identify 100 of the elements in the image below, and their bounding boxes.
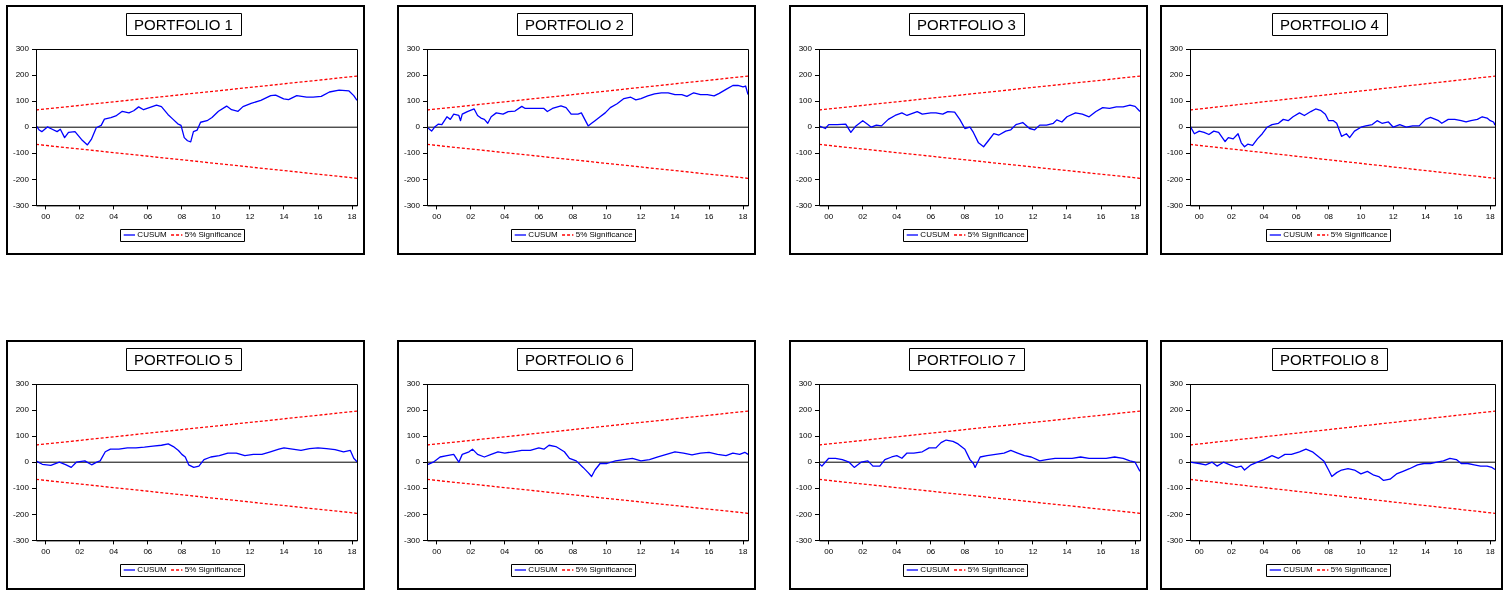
x-tick-label: 04 bbox=[109, 547, 119, 557]
y-tick-label: 200 bbox=[15, 405, 30, 415]
x-tick-label: 12 bbox=[636, 212, 646, 222]
x-tick-label: 10 bbox=[602, 547, 612, 557]
x-tick-label: 16 bbox=[1453, 547, 1463, 557]
x-tick-label: 06 bbox=[534, 212, 544, 222]
y-tick-label: 200 bbox=[798, 405, 813, 415]
y-tick-label: -300 bbox=[13, 200, 30, 210]
x-tick-label: 10 bbox=[211, 547, 221, 557]
x-tick-label: 04 bbox=[1259, 212, 1269, 222]
x-tick-label: 00 bbox=[1194, 547, 1205, 557]
chart-title: PORTFOLIO 6 bbox=[525, 351, 624, 369]
x-tick-label: 06 bbox=[143, 547, 153, 557]
x-tick-label: 18 bbox=[347, 212, 358, 222]
y-tick-label: -100 bbox=[1167, 483, 1184, 493]
x-tick-label: 08 bbox=[177, 547, 187, 557]
y-tick-label: 300 bbox=[15, 44, 30, 54]
x-tick-label: 14 bbox=[279, 547, 289, 557]
x-tick-label: 10 bbox=[602, 212, 612, 222]
x-tick-label: 02 bbox=[1227, 212, 1237, 222]
y-tick-label: 100 bbox=[798, 96, 813, 106]
x-tick-label: 02 bbox=[858, 212, 868, 222]
x-tick-label: 18 bbox=[1485, 547, 1496, 557]
x-tick-label: 04 bbox=[892, 212, 902, 222]
y-tick-label: -300 bbox=[1167, 535, 1184, 545]
y-tick-label: 200 bbox=[15, 70, 30, 80]
x-tick-label: 00 bbox=[824, 547, 834, 557]
x-tick-label: 14 bbox=[1421, 212, 1431, 222]
y-tick-label: -300 bbox=[404, 200, 421, 210]
y-tick-label: -200 bbox=[1167, 509, 1184, 519]
legend-label: CUSUM bbox=[1283, 565, 1314, 575]
x-tick-label: 18 bbox=[1130, 547, 1141, 557]
x-tick-label: 12 bbox=[1388, 212, 1399, 222]
x-tick-label: 00 bbox=[41, 547, 51, 557]
chart-title: PORTFOLIO 8 bbox=[1280, 351, 1379, 369]
y-tick-label: 100 bbox=[1169, 431, 1184, 441]
y-tick-label: -100 bbox=[13, 483, 30, 493]
y-tick-label: -200 bbox=[13, 509, 30, 519]
y-tick-label: 100 bbox=[15, 431, 30, 441]
x-tick-label: 08 bbox=[568, 212, 578, 222]
legend-label: CUSUM bbox=[920, 230, 951, 240]
y-tick-label: 0 bbox=[24, 457, 30, 467]
y-tick-label: -200 bbox=[796, 174, 813, 184]
y-tick-label: 0 bbox=[24, 122, 30, 132]
legend-label: 5% Significance bbox=[967, 565, 1026, 575]
x-tick-label: 04 bbox=[892, 547, 902, 557]
y-tick-label: -100 bbox=[796, 148, 813, 158]
y-tick-label: -100 bbox=[13, 148, 30, 158]
legend-label: CUSUM bbox=[528, 230, 559, 240]
x-tick-label: 14 bbox=[670, 212, 680, 222]
x-tick-label: 02 bbox=[75, 212, 85, 222]
legend-label: CUSUM bbox=[920, 565, 951, 575]
y-tick-label: 0 bbox=[1178, 122, 1184, 132]
y-tick-label: -200 bbox=[13, 174, 30, 184]
x-tick-label: 02 bbox=[858, 547, 868, 557]
x-tick-label: 16 bbox=[1096, 547, 1107, 557]
x-tick-label: 06 bbox=[1291, 212, 1302, 222]
y-tick-label: 300 bbox=[406, 44, 421, 54]
y-tick-label: 300 bbox=[406, 379, 421, 389]
x-tick-label: 12 bbox=[1028, 212, 1038, 222]
y-tick-label: 200 bbox=[1169, 70, 1184, 80]
y-tick-label: -100 bbox=[404, 148, 421, 158]
legend-label: CUSUM bbox=[137, 565, 168, 575]
y-tick-label: -300 bbox=[13, 535, 30, 545]
chart-title: PORTFOLIO 1 bbox=[134, 16, 233, 34]
y-tick-label: -100 bbox=[796, 483, 813, 493]
x-tick-label: 14 bbox=[1421, 547, 1431, 557]
y-tick-label: 300 bbox=[15, 379, 30, 389]
legend-label: 5% Significance bbox=[575, 230, 634, 240]
legend-label: 5% Significance bbox=[575, 565, 634, 575]
x-tick-label: 10 bbox=[1356, 547, 1366, 557]
x-tick-label: 16 bbox=[704, 212, 715, 222]
x-tick-label: 08 bbox=[960, 212, 970, 222]
x-tick-label: 10 bbox=[1356, 212, 1366, 222]
x-tick-label: 06 bbox=[926, 547, 936, 557]
y-tick-label: 100 bbox=[15, 96, 30, 106]
x-tick-label: 14 bbox=[670, 547, 680, 557]
x-tick-label: 00 bbox=[41, 212, 51, 222]
y-tick-label: 100 bbox=[798, 431, 813, 441]
y-tick-label: -200 bbox=[404, 509, 421, 519]
x-tick-label: 18 bbox=[738, 212, 749, 222]
x-tick-label: 12 bbox=[245, 212, 255, 222]
y-tick-label: 200 bbox=[406, 70, 421, 80]
x-tick-label: 12 bbox=[1028, 547, 1038, 557]
x-tick-label: 10 bbox=[994, 212, 1004, 222]
y-tick-label: 0 bbox=[415, 122, 421, 132]
y-tick-label: -200 bbox=[1167, 174, 1184, 184]
y-tick-label: -200 bbox=[796, 509, 813, 519]
x-tick-label: 06 bbox=[143, 212, 153, 222]
legend-label: 5% Significance bbox=[967, 230, 1026, 240]
y-tick-label: 0 bbox=[415, 457, 421, 467]
x-tick-label: 18 bbox=[1485, 212, 1496, 222]
x-tick-label: 10 bbox=[994, 547, 1004, 557]
x-tick-label: 04 bbox=[1259, 547, 1269, 557]
y-tick-label: -300 bbox=[404, 535, 421, 545]
x-tick-label: 12 bbox=[245, 547, 255, 557]
x-tick-label: 06 bbox=[926, 212, 936, 222]
y-tick-label: -300 bbox=[796, 535, 813, 545]
y-tick-label: 0 bbox=[1178, 457, 1184, 467]
legend-label: CUSUM bbox=[137, 230, 168, 240]
